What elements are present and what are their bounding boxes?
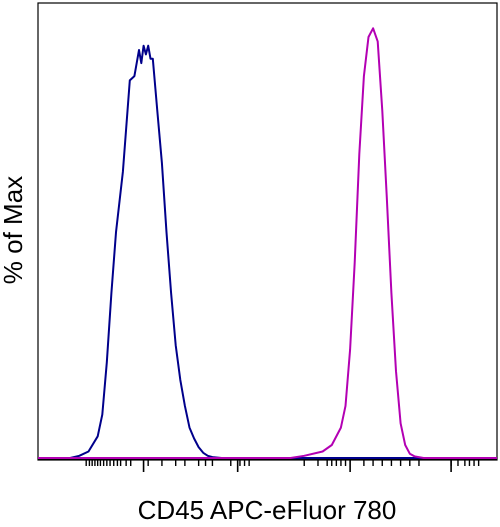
histogram-series-2 (38, 27, 497, 459)
histogram-series-1 (69, 44, 497, 459)
series-layer (38, 27, 497, 459)
x-axis-ticks (85, 460, 480, 472)
y-axis-label: % of Max (0, 176, 28, 284)
x-axis-label: CD45 APC-eFluor 780 (138, 495, 397, 525)
plot-frame (37, 2, 498, 461)
